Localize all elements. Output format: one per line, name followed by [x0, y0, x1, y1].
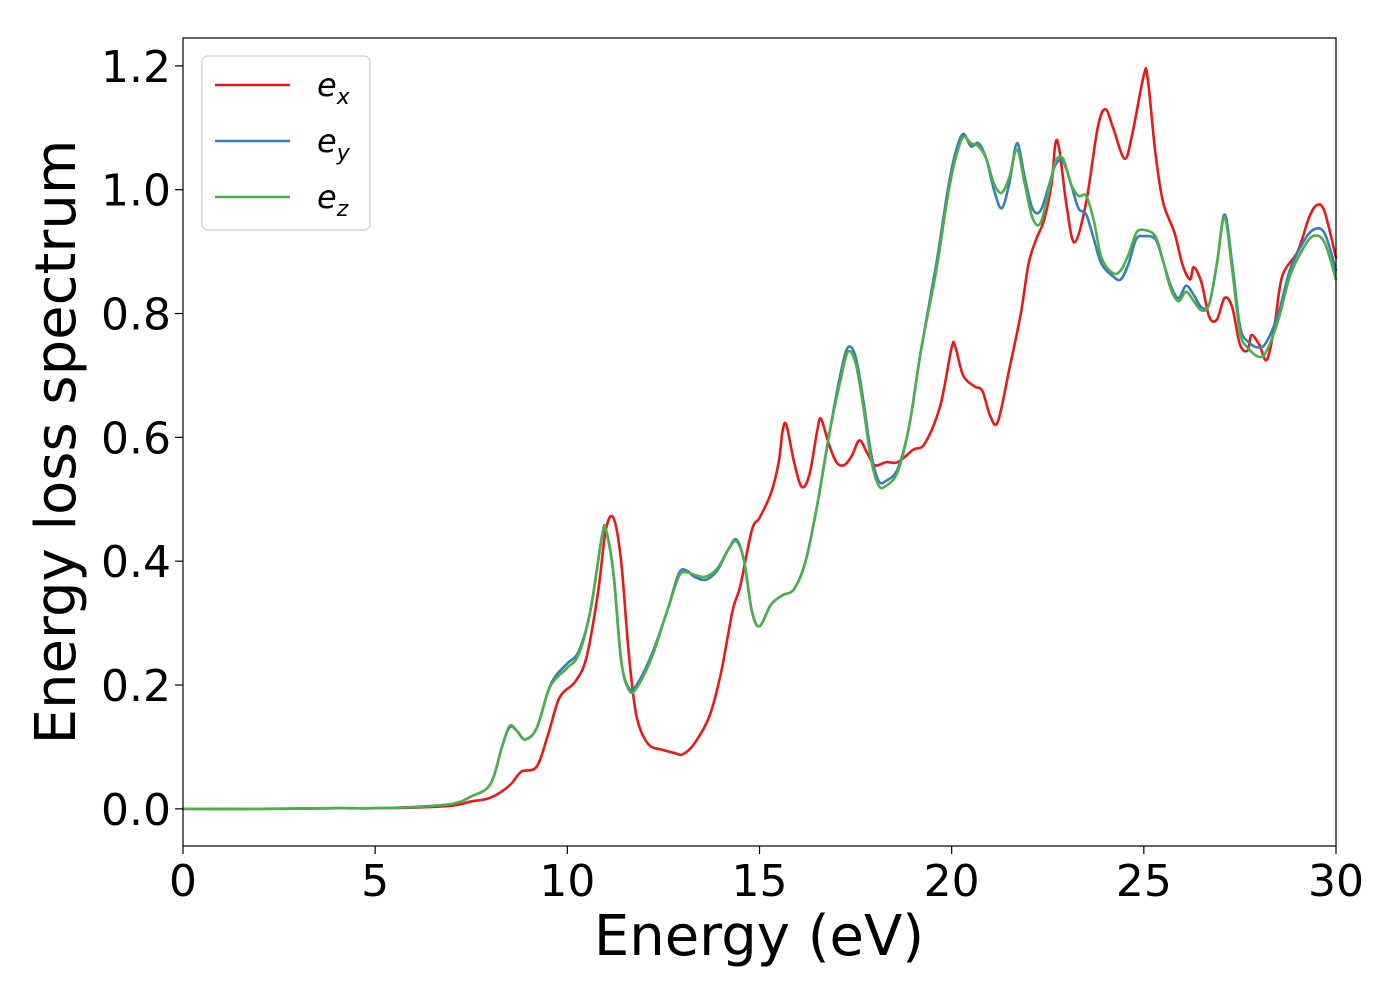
legend-label-ez: ez	[317, 178, 349, 222]
x-tick-label: 25	[1116, 856, 1172, 907]
x-tick-label: 30	[1308, 856, 1364, 907]
y-tick-label: 1.0	[101, 166, 171, 217]
legend: ex ey ez	[201, 55, 371, 231]
x-tick-label: 15	[732, 856, 788, 907]
y-axis-ticks: 0.0 0.2 0.4 0.6 0.8 1.0 1.2	[101, 42, 183, 836]
series-line-ex	[181, 67, 1338, 811]
legend-box	[201, 55, 371, 231]
y-axis-label: Energy loss spectrum	[24, 140, 89, 745]
plot-lines	[181, 67, 1338, 811]
x-tick-label: 20	[924, 856, 980, 907]
y-tick-label: 0.0	[101, 785, 171, 836]
x-axis-ticks: 0 5 10 15 20 25 30	[169, 846, 1364, 907]
y-tick-label: 0.4	[101, 537, 171, 588]
legend-label-ex: ex	[317, 66, 351, 110]
x-tick-label: 5	[361, 856, 389, 907]
y-tick-label: 1.2	[101, 42, 171, 93]
y-tick-label: 0.8	[101, 290, 171, 341]
x-tick-label: 10	[539, 856, 595, 907]
y-tick-label: 0.2	[101, 661, 171, 712]
x-axis-label: Energy (eV)	[594, 904, 924, 969]
y-tick-label: 0.6	[101, 413, 171, 464]
x-tick-label: 0	[169, 856, 197, 907]
series-line-ey	[181, 132, 1338, 811]
series-line-ez	[181, 135, 1338, 811]
legend-label-ey: ey	[317, 122, 351, 166]
